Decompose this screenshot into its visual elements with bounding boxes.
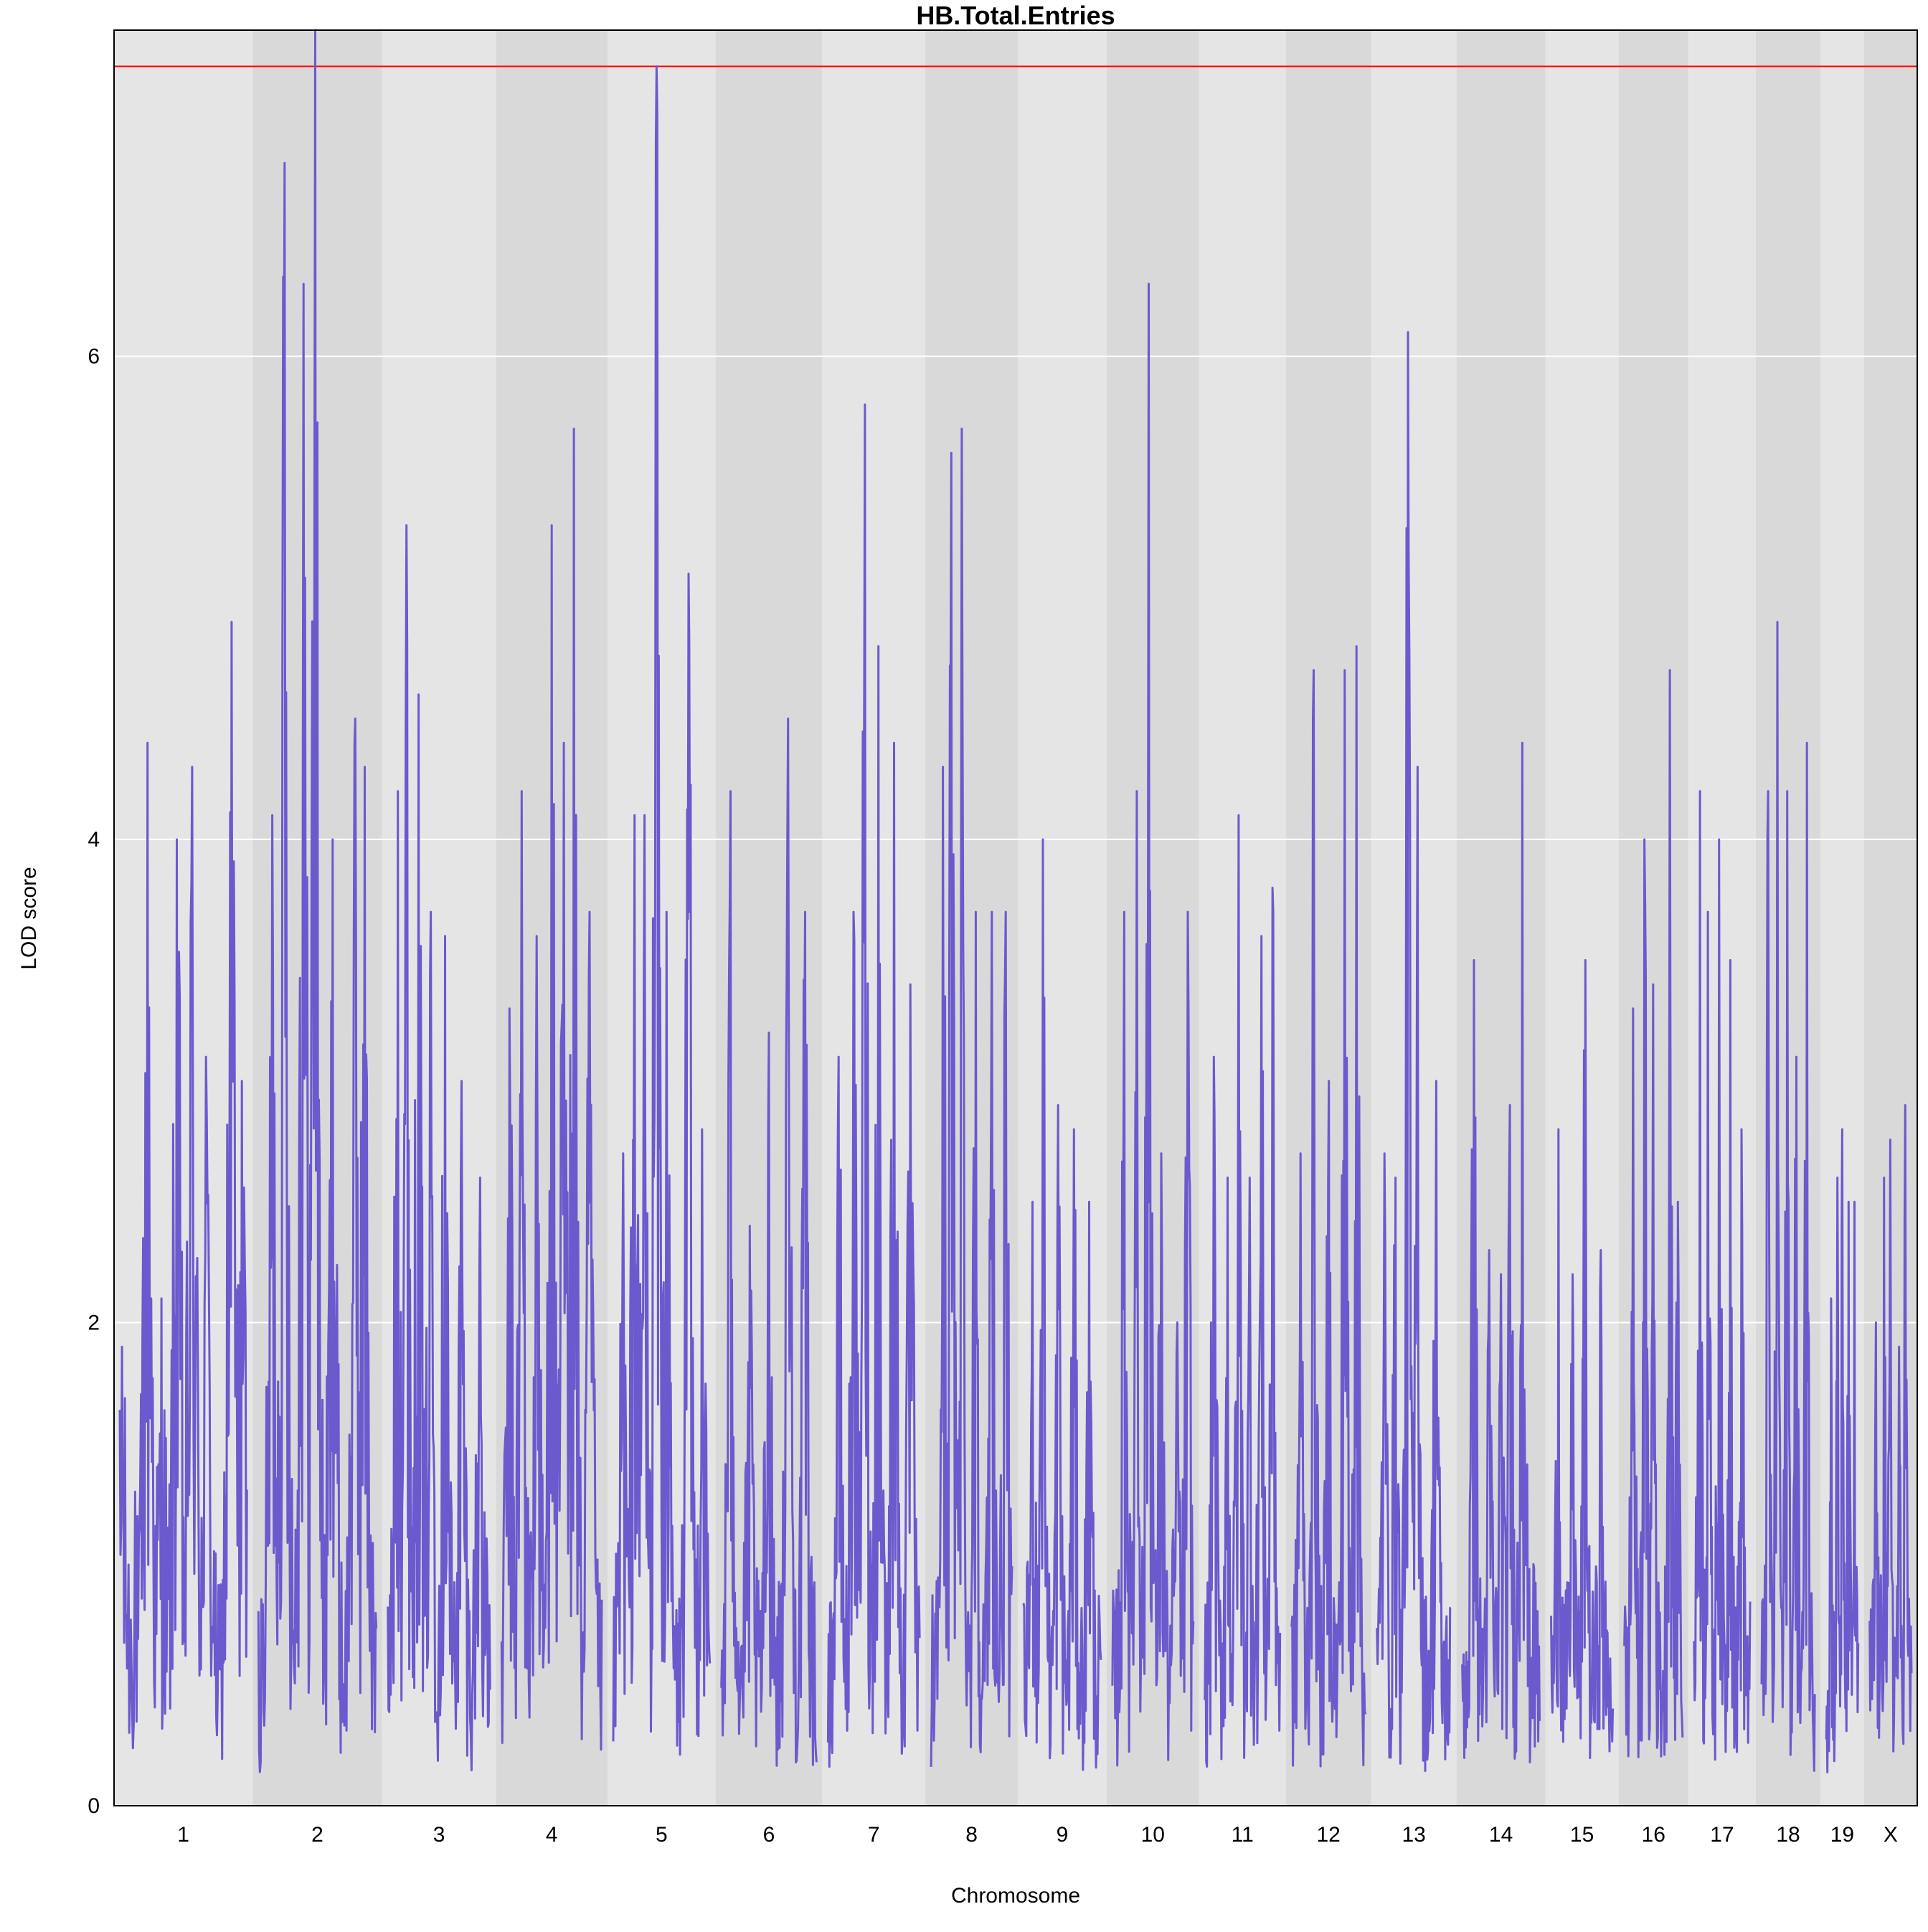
lod-trace-chr-8 xyxy=(930,428,1013,1767)
lod-trace-chr-18 xyxy=(1760,621,1816,1772)
lod-trace-chr-15 xyxy=(1550,958,1615,1759)
lod-trace-chr-5 xyxy=(612,65,712,1756)
lod-trace-chr-X xyxy=(1868,1104,1913,1753)
x-tick-label-chr-13: 13 xyxy=(1402,1823,1425,1847)
x-tick-label-chr-1: 1 xyxy=(177,1823,189,1847)
y-tick-label: 2 xyxy=(88,1311,100,1335)
lod-trace-chr-19 xyxy=(1825,1128,1860,1773)
y-tick-label: 0 xyxy=(88,1794,100,1818)
lod-trace-chr-13 xyxy=(1376,331,1452,1772)
x-tick-label-chr-11: 11 xyxy=(1232,1823,1254,1847)
x-tick-label-chr-5: 5 xyxy=(656,1823,668,1847)
x-tick-label-chr-19: 19 xyxy=(1830,1823,1854,1847)
x-tick-label-chr-6: 6 xyxy=(763,1823,775,1847)
x-tick-label-chr-17: 17 xyxy=(1710,1823,1734,1847)
x-tick-label-chr-9: 9 xyxy=(1057,1823,1069,1847)
x-tick-label-chr-4: 4 xyxy=(546,1823,558,1847)
x-axis-label: Chromosome xyxy=(951,1884,1080,1908)
x-tick-label-chr-18: 18 xyxy=(1776,1823,1800,1847)
x-tick-label-chr-X: X xyxy=(1884,1823,1898,1847)
lod-trace-chr-14 xyxy=(1461,741,1541,1763)
x-tick-label-chr-3: 3 xyxy=(433,1823,445,1847)
lod-trace-chr-2 xyxy=(257,29,378,1773)
chart-title: HB.Total.Entries xyxy=(916,1,1115,30)
lod-trace-chr-10 xyxy=(1111,283,1195,1767)
x-tick-label-chr-2: 2 xyxy=(311,1823,323,1847)
lod-trace-chr-9 xyxy=(1022,838,1102,1771)
lod-trace-chr-12 xyxy=(1290,645,1367,1768)
y-tick-label: 4 xyxy=(88,828,100,852)
lod-trace-chr-3 xyxy=(387,524,491,1771)
lod-trace-chr-6 xyxy=(720,717,818,1767)
x-tick-label-chr-7: 7 xyxy=(868,1823,880,1847)
x-tick-label-chr-8: 8 xyxy=(965,1823,978,1847)
lod-trace-chr-1 xyxy=(118,621,248,1761)
lod-trace-chr-7 xyxy=(826,403,921,1768)
lod-trace-chr-17 xyxy=(1693,790,1752,1761)
x-tick-label-chr-16: 16 xyxy=(1642,1823,1665,1847)
x-tick-label-chr-12: 12 xyxy=(1316,1823,1340,1847)
lod-trace-chr-11 xyxy=(1204,814,1282,1768)
plot-frame xyxy=(113,29,1918,1806)
x-tick-label-chr-10: 10 xyxy=(1141,1823,1165,1847)
x-tick-label-chr-15: 15 xyxy=(1570,1823,1594,1847)
x-tick-label-chr-14: 14 xyxy=(1489,1823,1513,1847)
lod-trace-chr-4 xyxy=(500,428,603,1751)
y-tick-label: 6 xyxy=(88,345,100,369)
y-axis-label: LOD score xyxy=(17,867,41,969)
lod-trace-chr-16 xyxy=(1623,669,1684,1758)
